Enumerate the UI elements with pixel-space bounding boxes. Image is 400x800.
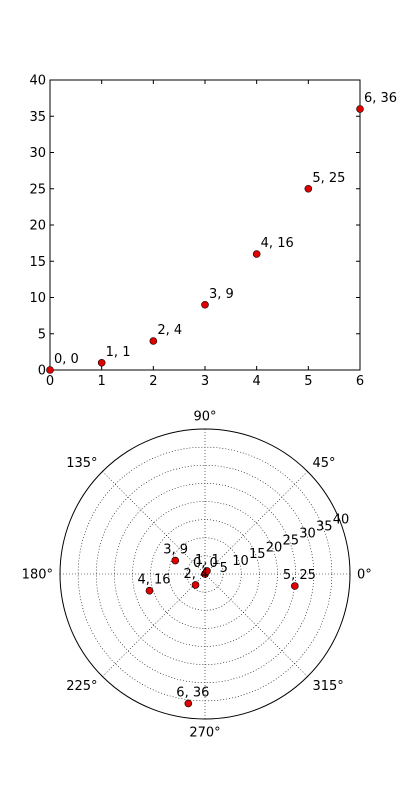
polar-data-label: 1, 1 [195,553,220,568]
polar-data-label: 2, 4 [184,567,209,582]
y-tick-label: 35 [29,110,46,125]
data-label: 1, 1 [106,345,131,360]
theta-grid-line [204,471,308,575]
theta-tick-label: 270° [189,726,220,741]
x-tick-label: 4 [253,374,261,389]
y-tick-label: 30 [29,146,46,161]
data-label: 4, 16 [261,236,294,251]
polar-data-point [184,699,193,708]
y-tick-label: 40 [29,74,46,89]
x-tick-label: 3 [201,374,209,389]
y-tick-label: 0 [38,364,46,379]
polar-data-label: 0, 0 [193,556,218,571]
theta-tick-label: 90° [193,410,216,425]
data-point [201,300,209,309]
y-tick-label: 25 [29,182,46,197]
data-point [252,250,261,258]
theta-grid-line [102,573,206,677]
r-tick-label: 25 [282,533,299,548]
r-tick-label: 35 [316,519,333,534]
x-tick-label: 5 [304,374,312,389]
data-label: 2, 4 [157,323,182,338]
data-point [304,184,313,193]
data-point [97,358,106,367]
polar-data-label: 5, 25 [283,568,316,583]
data-label: 3, 9 [209,287,234,302]
x-tick-label: 1 [98,374,106,389]
x-tick-label: 6 [356,374,364,389]
theta-tick-label: 135° [66,456,97,471]
data-point [46,366,54,374]
data-label: 0, 0 [54,352,79,367]
theta-tick-label: 225° [66,679,97,694]
r-tick-label: 10 [232,554,249,569]
polar-data-label: 6, 36 [176,685,209,700]
data-label: 6, 36 [364,91,397,106]
y-tick-label: 10 [29,291,46,306]
theta-grid-line [102,471,206,575]
polar-data-label: 3, 9 [163,543,188,558]
polar-frame [59,428,351,720]
x-tick-label: 0 [46,374,54,389]
theta-tick-label: 45° [312,456,335,471]
cartesian-scatter-chart: 0 1 2 3 4 5 6 0 5 10 15 20 25 30 35 40 0, 0 1, 1 2, 4 3, 9 4… [29,74,397,390]
theta-tick-label: 0° [357,568,372,583]
polar-data-label: 4, 16 [137,573,170,588]
polar-data-point [291,582,299,590]
r-tick-label: 15 [249,547,266,562]
polar-data-point [191,581,200,589]
x-tick-label: 2 [149,374,157,389]
r-tick-label: 20 [266,540,283,555]
y-tick-label: 5 [38,327,46,342]
theta-grid-line [204,573,308,677]
polar-scatter-chart: 0°45°90°135°180°225°270°315°5 10 15 20 25 30 3… [22,410,372,741]
theta-tick-label: 315° [312,679,343,694]
polar-data-point [145,586,154,595]
r-tick-label: 30 [299,526,316,541]
data-point [149,337,158,345]
r-tick-label: 5 [220,561,228,576]
polar-data-point [203,567,211,575]
y-tick-label: 15 [29,255,46,270]
theta-tick-label: 180° [22,568,53,583]
y-tick-label: 20 [29,219,46,234]
r-tick-label: 40 [333,513,350,528]
plot-area [49,79,361,371]
data-label: 5, 25 [312,171,345,186]
data-point [356,105,364,113]
polar-data-point [171,556,180,565]
